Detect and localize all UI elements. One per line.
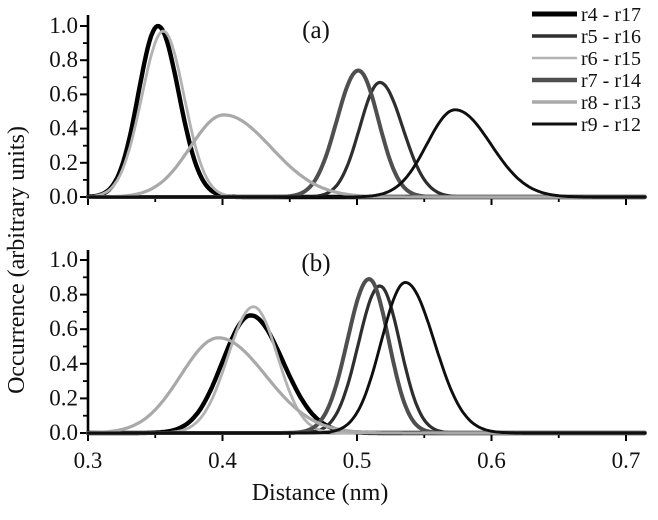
y-tick-label: 0.4	[49, 116, 78, 141]
panel-b-label: (b)	[301, 250, 330, 277]
x-tick-labels: 0.3 0.4 0.5 0.6 0.7	[74, 448, 641, 473]
panel-a-curves	[85, 23, 647, 200]
x-tick-label: 0.6	[477, 448, 506, 473]
y-tick-label: 1.0	[49, 247, 78, 272]
legend-item: r8 - r13	[532, 92, 641, 114]
curve-r5-r16-panel-b	[86, 284, 647, 435]
panel-b-y-tick-labels: 0.0 0.2 0.4 0.6 0.8 1.0	[49, 247, 78, 445]
curve-r6-r15-panel-b	[86, 305, 647, 435]
legend-label: r5 - r16	[581, 26, 641, 48]
y-tick-label: 0.2	[49, 385, 78, 410]
y-tick-label: 0.8	[49, 282, 78, 307]
legend-label: r8 - r13	[581, 92, 641, 114]
y-tick-label: 0.6	[49, 316, 78, 341]
legend-item: r6 - r15	[532, 48, 641, 70]
legend-item: r5 - r16	[532, 26, 641, 48]
y-tick-label: 0.6	[49, 81, 78, 106]
curve-r8-r13-panel-b	[86, 336, 647, 435]
legend-item: r4 - r17	[532, 4, 641, 26]
x-tick-label: 0.3	[74, 448, 103, 473]
legend-label: r9 - r12	[581, 114, 641, 136]
y-tick-label: 0.4	[49, 351, 78, 376]
curve-r9-r12-panel-a	[86, 108, 647, 199]
x-tick-label: 0.4	[208, 448, 237, 473]
curve-r7-r14-panel-a	[86, 68, 647, 199]
legend-label: r6 - r15	[581, 48, 641, 70]
curve-r8-r13-panel-a	[86, 113, 647, 199]
legend-label: r7 - r14	[581, 70, 641, 92]
y-tick-label: 1.0	[49, 13, 78, 38]
legend: r4 - r17 r5 - r16 r6 - r15 r7 - r14 r8 -…	[532, 4, 641, 136]
x-tick-label: 0.5	[343, 448, 372, 473]
curve-r5-r16-panel-a	[86, 80, 647, 199]
curve-r9-r12-panel-b	[86, 281, 647, 435]
x-axis-title: Distance (nm)	[252, 480, 389, 506]
y-tick-label: 0.0	[49, 184, 78, 209]
panel-a-label: (a)	[302, 17, 330, 44]
panel-a-y-tick-labels: 0.0 0.2 0.4 0.6 0.8 1.0	[49, 13, 78, 209]
y-tick-label: 0.0	[49, 420, 78, 445]
legend-label: r4 - r17	[581, 4, 641, 26]
legend-item: r9 - r12	[532, 114, 641, 136]
y-axis-title: Occurrence (arbitrary units)	[4, 126, 30, 394]
x-tick-label: 0.7	[612, 448, 641, 473]
curve-r4-r17-panel-b	[85, 313, 647, 436]
panel-b-curves	[85, 277, 647, 436]
legend-item: r7 - r14	[532, 70, 641, 92]
y-tick-label: 0.8	[49, 47, 78, 72]
curve-r7-r14-panel-b	[86, 277, 647, 435]
y-tick-label: 0.2	[49, 150, 78, 175]
